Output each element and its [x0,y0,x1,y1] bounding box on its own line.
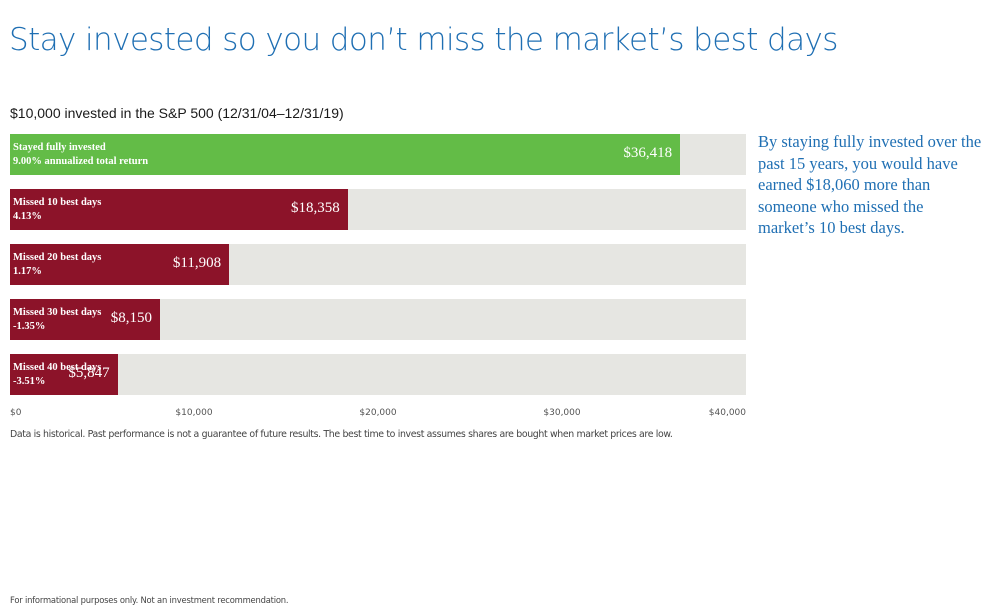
bar-subtitle: 4.13% [13,211,42,222]
x-tick-label: $30,000 [543,408,581,418]
bar-name: Missed 30 best days [13,307,102,318]
disclaimer-text: Data is historical. Past performance is … [10,429,673,440]
bar-row-missed-20: Missed 20 best days 1.17% $11,908 [10,244,746,285]
bar-subtitle: 1.17% [13,266,42,277]
bar-value-label: $5,847 [68,365,110,381]
bar-subtitle: -1.35% [13,321,46,332]
bar-value-label: $36,418 [623,145,673,161]
bar-stayed-invested [10,134,681,175]
callout-text: By staying fully invested over the past … [758,132,982,237]
bar-row-missed-40: Missed 40 best days -3.51% $5,847 [10,354,746,395]
bar-row-missed-30: Missed 30 best days -1.35% $8,150 [10,299,746,340]
bar-value-label: $8,150 [110,310,152,326]
bar-value-label: $11,908 [172,255,222,271]
bar-missed-40 [10,354,118,395]
x-tick-label: $40,000 [708,408,746,418]
bar-name: Missed 10 best days [13,197,102,208]
bar-chart: Stayed fully invested 9.00% annualized t… [10,134,746,396]
bar-missed-10 [10,189,348,230]
x-tick-label: $0 [10,408,22,418]
x-tick-label: $20,000 [359,408,397,418]
bar-label: Missed 30 best days -1.35% [13,306,101,334]
bar-label: Missed 10 best days 4.13% [13,196,101,224]
chart-title: $10,000 invested in the S&P 500 (12/31/0… [10,105,344,121]
page-title: Stay invested so you don’t miss the mark… [9,22,838,58]
bar-label: Missed 20 best days 1.17% [13,251,101,279]
bar-row-stayed-invested: Stayed fully invested 9.00% annualized t… [10,134,746,175]
bar-value-label: $18,358 [291,200,340,216]
bar-track [10,354,746,395]
bar-name: Missed 20 best days [13,252,102,263]
bar-label: Stayed fully invested 9.00% annualized t… [13,141,148,169]
bar-row-missed-10: Missed 10 best days 4.13% $18,358 [10,189,746,230]
bar-name: Missed 40 best days [13,362,102,373]
bar-label: Missed 40 best days -3.51% [13,361,101,389]
x-tick-label: $10,000 [175,408,213,418]
x-axis: $0 $10,000 $20,000 $30,000 $40,000 [10,408,746,422]
bar-subtitle: 9.00% annualized total return [13,156,149,167]
bar-subtitle: -3.51% [13,376,46,387]
bar-name: Stayed fully invested [13,142,106,153]
footer-note: For informational purposes only. Not an … [10,595,289,605]
bar-missed-20 [10,244,230,285]
bar-missed-30 [10,299,160,340]
